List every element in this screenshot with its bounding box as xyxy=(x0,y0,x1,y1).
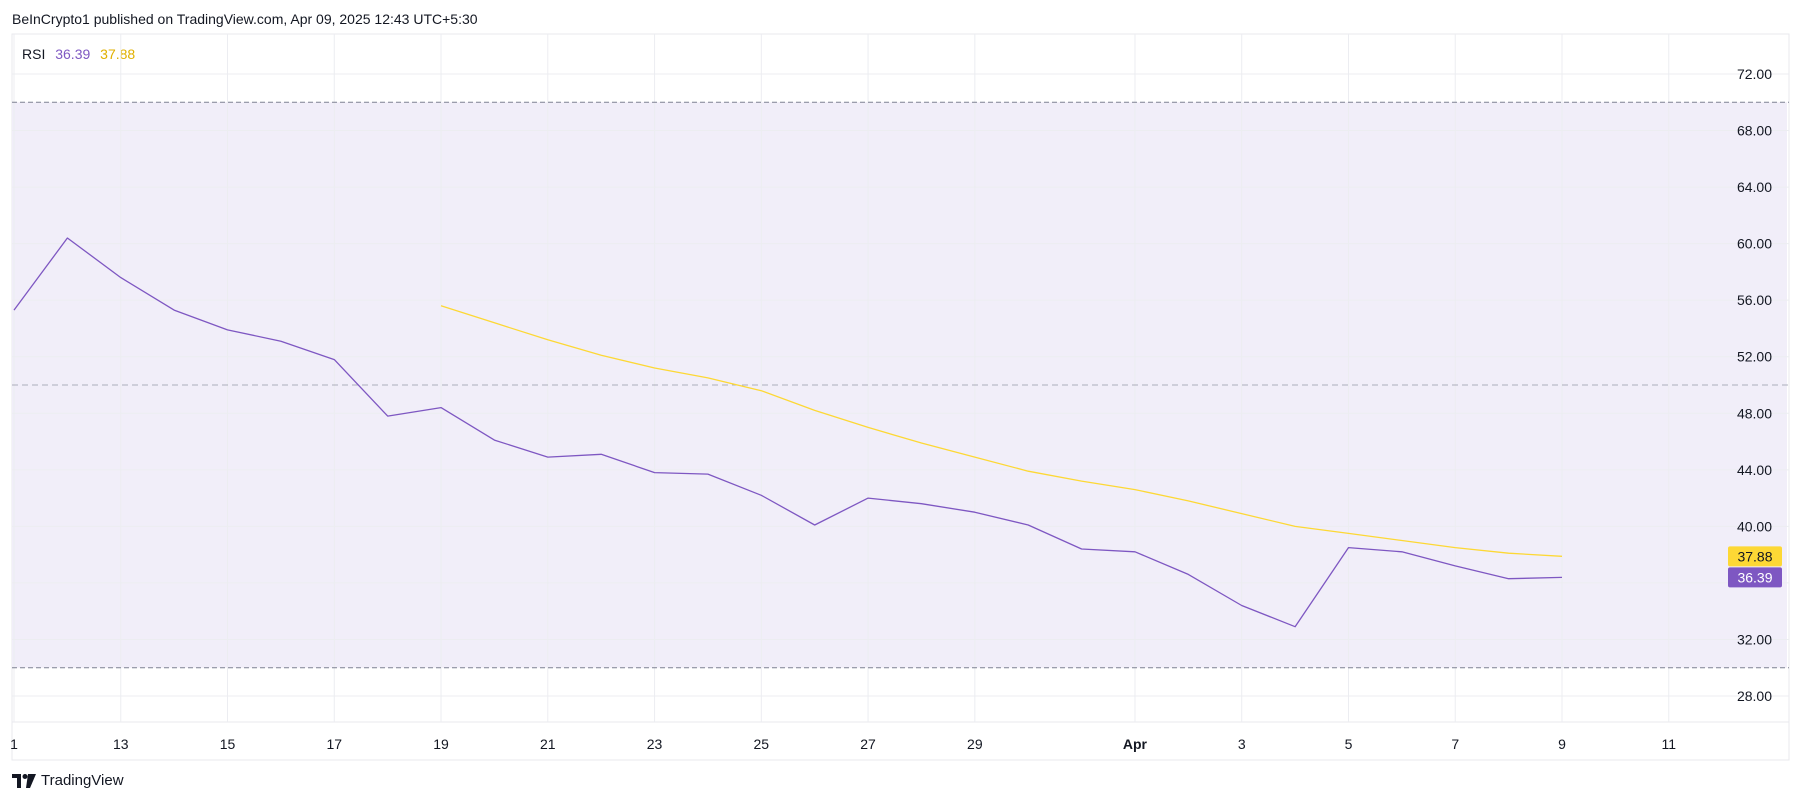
x-tick-label: 19 xyxy=(433,736,449,752)
rsi-line[interactable] xyxy=(13,237,1563,628)
y-tick-label: 60.00 xyxy=(1737,236,1772,252)
y-tick-label: 40.00 xyxy=(1737,518,1772,534)
x-tick-label: 15 xyxy=(220,736,236,752)
x-tick-label: 13 xyxy=(113,736,129,752)
x-tick-label: 29 xyxy=(967,736,983,752)
tradingview-brand-text: TradingView xyxy=(41,772,124,789)
x-tick-label: 25 xyxy=(754,736,770,752)
x-tick-label: 11 xyxy=(1661,736,1676,752)
x-tick-label: 7 xyxy=(1451,736,1459,752)
y-tick-label: 32.00 xyxy=(1737,631,1772,647)
x-tick-label: Apr xyxy=(1123,736,1148,752)
tradingview-logo-icon xyxy=(12,773,36,788)
legend-rsi-value: 36.39 xyxy=(55,46,91,62)
legend-ma-value: 37.88 xyxy=(100,46,136,62)
x-tick-label: 17 xyxy=(326,736,342,752)
published-caption: BeInCrypto1 published on TradingView.com… xyxy=(12,11,478,27)
y-tick-label: 48.00 xyxy=(1737,405,1772,421)
x-tick-label: 5 xyxy=(1345,736,1353,752)
y-tick-label: 64.00 xyxy=(1737,179,1772,195)
legend-indicator-name: RSI xyxy=(22,46,46,62)
y-tick-label: 72.00 xyxy=(1737,66,1772,82)
tradingview-logo[interactable]: TradingView xyxy=(12,772,124,789)
rsi-last-value-tag xyxy=(1728,567,1782,588)
y-tick-label: 28.00 xyxy=(1737,688,1772,704)
y-tick-label: 56.00 xyxy=(1737,292,1772,308)
y-tick-label: 44.00 xyxy=(1737,462,1772,478)
x-tick-label: 21 xyxy=(540,736,556,752)
y-tick-label: 52.00 xyxy=(1737,349,1772,365)
x-tick-label: 27 xyxy=(860,736,876,752)
indicator-legend[interactable]: RSI 36.39 37.88 xyxy=(22,46,141,62)
ma-last-value-tag xyxy=(1728,546,1782,567)
ma-last-value-tag-text: 37.88 xyxy=(1737,548,1772,564)
x-tick-label: 3 xyxy=(1238,736,1246,752)
y-tick-label: 68.00 xyxy=(1737,123,1772,139)
rsi-last-value-tag-text: 36.39 xyxy=(1737,569,1772,585)
x-tick-label: 1 xyxy=(10,736,18,752)
x-tick-label: 23 xyxy=(647,736,663,752)
rsi-ma-line[interactable] xyxy=(440,305,1563,557)
x-tick-label: 9 xyxy=(1558,736,1566,752)
